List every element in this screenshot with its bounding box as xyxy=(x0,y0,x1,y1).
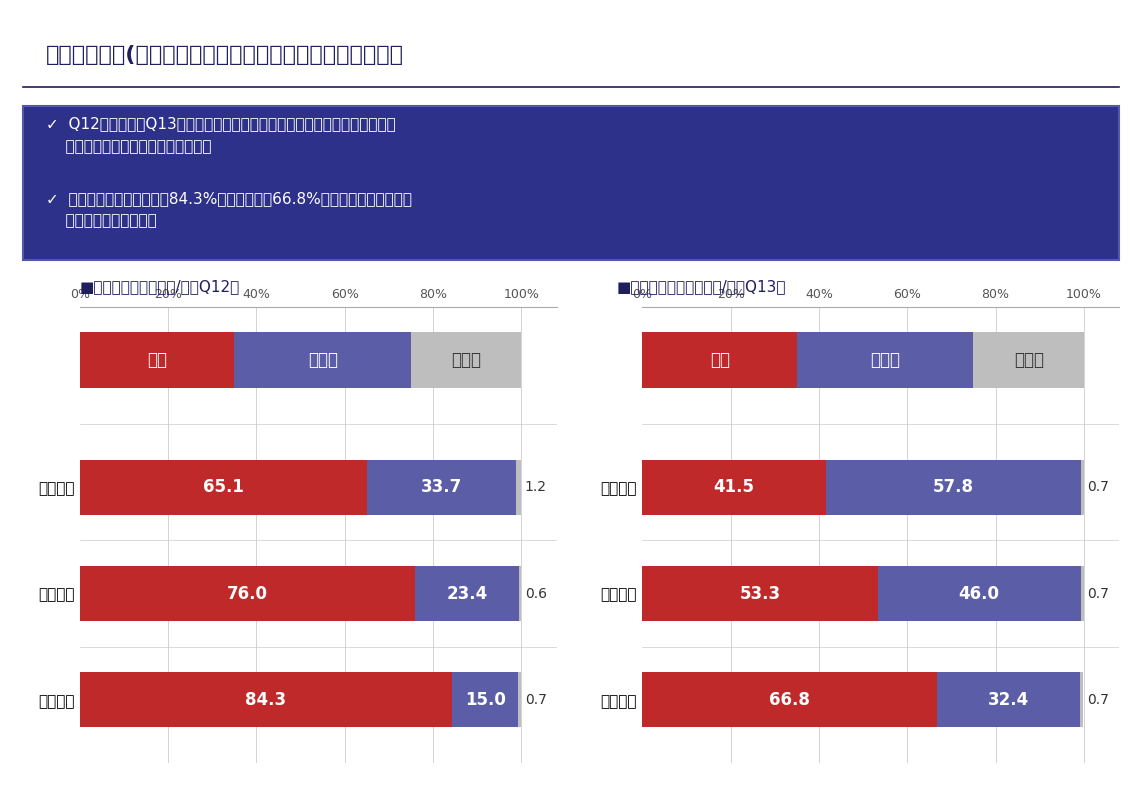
Text: １．経営理念(経営者の自覚）　健康宣言の社内外への発信: １．経営理念(経営者の自覚） 健康宣言の社内外への発信 xyxy=(46,45,403,65)
Bar xyxy=(1080,566,1084,621)
Text: 57.8: 57.8 xyxy=(933,478,974,497)
Bar xyxy=(1080,460,1084,515)
Text: ■社外公開の有無（今年/前年Q13）: ■社外公開の有無（今年/前年Q13） xyxy=(617,279,786,294)
Text: ■明文化の有無（今年/前年Q12）: ■明文化の有無（今年/前年Q12） xyxy=(80,279,240,294)
Text: いいえ: いいえ xyxy=(307,351,338,369)
Text: 無回答: 無回答 xyxy=(1014,351,1044,369)
Bar xyxy=(518,672,522,727)
Bar xyxy=(938,672,1080,727)
Text: 0.7: 0.7 xyxy=(1087,480,1109,494)
Bar xyxy=(826,460,1080,515)
Bar xyxy=(234,332,411,388)
Text: 65.1: 65.1 xyxy=(203,478,244,497)
Text: 0.7: 0.7 xyxy=(525,693,547,707)
Text: 53.3: 53.3 xyxy=(740,585,781,603)
Text: 84.3: 84.3 xyxy=(246,691,287,709)
Text: はい: はい xyxy=(709,351,730,369)
Text: いいえ: いいえ xyxy=(870,351,900,369)
Bar xyxy=(80,460,368,515)
Bar xyxy=(643,672,938,727)
Text: 0.6: 0.6 xyxy=(525,586,547,600)
Text: 無回答: 無回答 xyxy=(451,351,481,369)
Bar xyxy=(878,566,1080,621)
Text: 41.5: 41.5 xyxy=(714,478,755,497)
Text: はい: はい xyxy=(147,351,167,369)
Bar xyxy=(797,332,973,388)
Bar xyxy=(80,672,452,727)
Bar xyxy=(643,460,826,515)
Text: 32.4: 32.4 xyxy=(988,691,1029,709)
Text: 15.0: 15.0 xyxy=(465,691,506,709)
Text: ✓  昨年度は明文化の実施が84.3%、社外公開は66.8%。いずれの実施率も継
    続的に増加している。: ✓ 昨年度は明文化の実施が84.3%、社外公開は66.8%。いずれの実施率も継 … xyxy=(46,191,411,228)
Bar xyxy=(80,332,234,388)
Text: 66.8: 66.8 xyxy=(770,691,811,709)
Text: 0.7: 0.7 xyxy=(1087,693,1109,707)
Text: 0.7: 0.7 xyxy=(1087,586,1109,600)
Bar xyxy=(973,332,1084,388)
Bar xyxy=(643,566,878,621)
Bar xyxy=(518,566,522,621)
Text: 33.7: 33.7 xyxy=(421,478,463,497)
Bar xyxy=(368,460,516,515)
Bar xyxy=(643,332,797,388)
Bar xyxy=(1080,672,1084,727)
Bar xyxy=(516,460,522,515)
Text: 46.0: 46.0 xyxy=(959,585,999,603)
Bar xyxy=(452,672,518,727)
Bar xyxy=(80,566,416,621)
Text: ✓  Q12「明文化」Q13「社外公開」のどちらも実施していること（「はい」
    を選択していること）が必須要件。: ✓ Q12「明文化」Q13「社外公開」のどちらも実施していること（「はい」 を選… xyxy=(46,116,395,153)
Text: 23.4: 23.4 xyxy=(447,585,488,603)
Text: 76.0: 76.0 xyxy=(227,585,268,603)
Bar xyxy=(411,332,522,388)
Text: 1.2: 1.2 xyxy=(525,480,547,494)
Bar xyxy=(416,566,518,621)
